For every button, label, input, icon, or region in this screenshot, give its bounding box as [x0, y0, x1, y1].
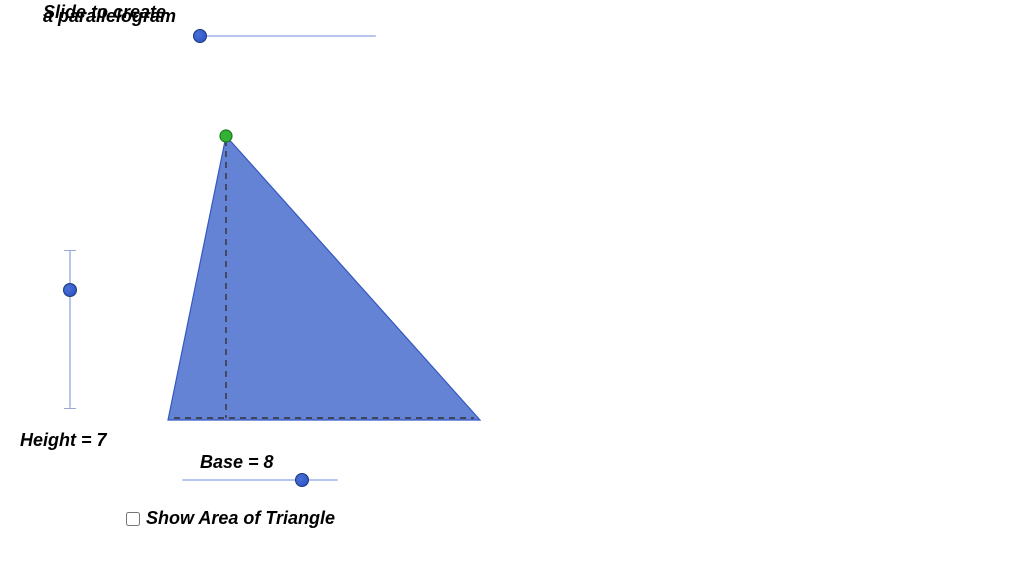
show-area-checkbox-label: Show Area of Triangle	[146, 508, 335, 529]
slider-thumb[interactable]	[295, 473, 309, 487]
slider-tick	[64, 250, 76, 251]
triangle-shape	[168, 136, 480, 420]
slider-tick	[64, 408, 76, 409]
base-slider[interactable]	[182, 470, 338, 490]
parallelogram-slider-label: Slide to create a parallelogram	[43, 12, 176, 16]
height-slider[interactable]	[60, 250, 80, 408]
parallelogram-slider[interactable]	[200, 26, 376, 46]
slider-thumb[interactable]	[193, 29, 207, 43]
slider-track	[200, 35, 376, 37]
show-area-checkbox-group: Show Area of Triangle	[126, 508, 335, 529]
slider-track	[182, 479, 338, 481]
slider-track	[69, 250, 71, 408]
slider-thumb[interactable]	[63, 283, 77, 297]
geometry-canvas	[0, 0, 1024, 570]
show-area-checkbox[interactable]	[126, 512, 140, 526]
triangle-apex-point[interactable]	[220, 130, 232, 142]
height-value-label: Height = 7	[20, 430, 107, 451]
